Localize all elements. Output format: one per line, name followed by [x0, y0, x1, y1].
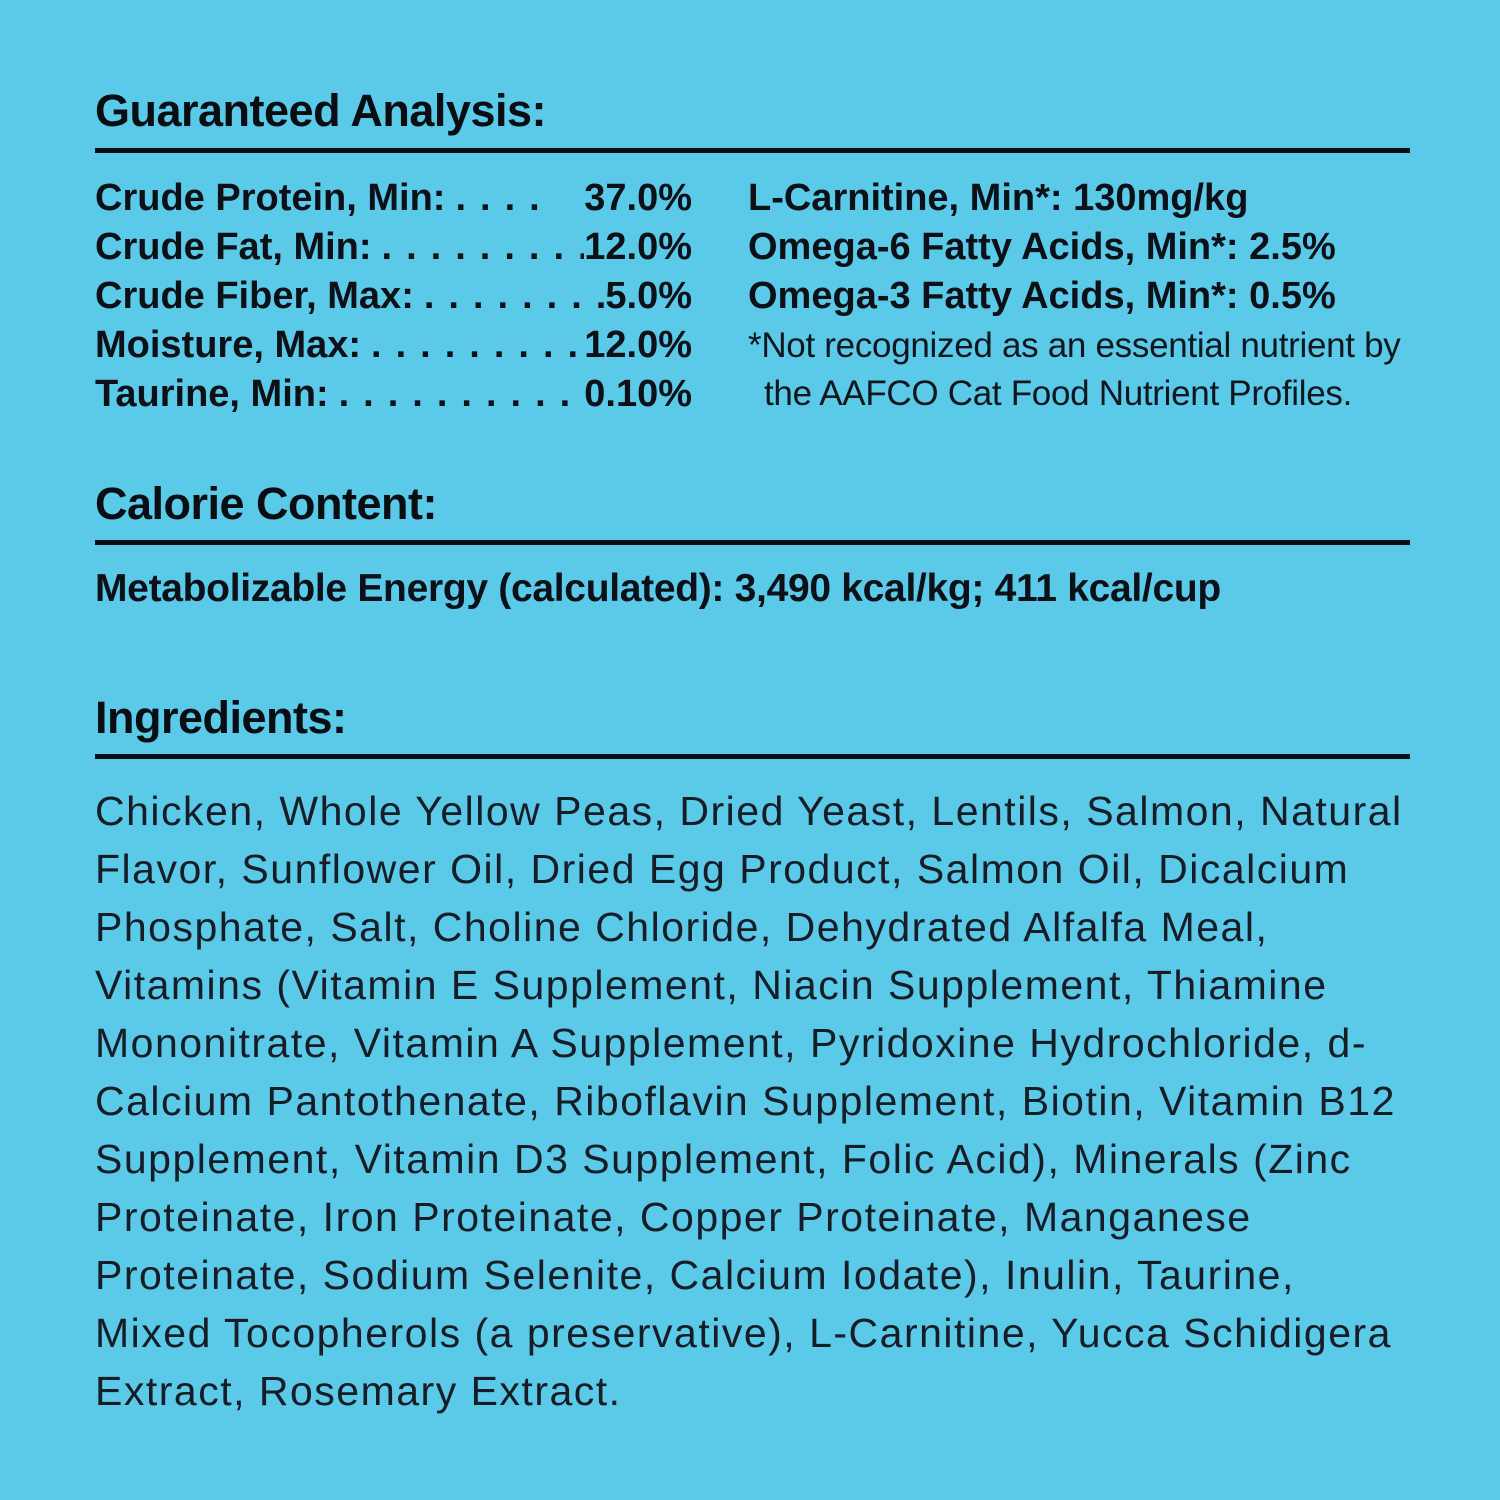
analysis-row: Crude Fat, Min: .......... 12.0% — [95, 223, 692, 272]
ingredients-list: Chicken, Whole Yellow Peas, Dried Yeast,… — [95, 788, 1403, 1415]
analysis-row: Moisture, Max: .......... 12.0% — [95, 321, 692, 370]
analysis-value: 5.0% — [605, 274, 692, 317]
ingredients-heading: Ingredients: — [95, 691, 347, 743]
dot-leader: ........ — [423, 274, 606, 317]
analysis-row: Crude Fiber, Max: ........ 5.0% — [95, 272, 692, 321]
calorie-content-heading: Calorie Content: — [95, 477, 438, 529]
heading-divider — [95, 540, 1410, 545]
guaranteed-analysis-heading: Guaranteed Analysis: — [95, 85, 547, 136]
analysis-label: Moisture, Max: — [95, 323, 362, 366]
analysis-value: 37.0% — [584, 176, 692, 219]
analysis-extra-row: Omega-6 Fatty Acids, Min*: 2.5% — [748, 225, 1336, 268]
analysis-label: Crude Protein, Min: — [95, 176, 446, 219]
dot-leader: .......... — [381, 225, 585, 268]
analysis-extra-row: Omega-3 Fatty Acids, Min*: 0.5% — [748, 274, 1336, 317]
dot-leader: .... — [455, 176, 554, 219]
analysis-extra-row: L-Carnitine, Min*: 130mg/kg — [748, 176, 1249, 219]
analysis-row: Crude Protein, Min: .... 37.0% — [95, 174, 692, 223]
analysis-row: Taurine, Min: ............. 0.10% — [95, 370, 692, 419]
analysis-left-column: Crude Protein, Min: .... 37.0% Crude Fat… — [95, 174, 692, 419]
calorie-content-section: Calorie Content: Metabolizable Energy (c… — [95, 477, 1410, 613]
metabolizable-energy-line: Metabolizable Energy (calculated): 3,490… — [95, 567, 1221, 610]
analysis-label: Taurine, Min: — [95, 372, 329, 415]
heading-divider — [95, 147, 1410, 153]
aafco-footnote: *Not recognized as an essential nutrient… — [748, 325, 1401, 413]
guaranteed-analysis-columns: Crude Protein, Min: .... 37.0% Crude Fat… — [95, 174, 1410, 419]
guaranteed-analysis-section: Guaranteed Analysis: Crude Protein, Min:… — [95, 86, 1410, 419]
analysis-right-column: L-Carnitine, Min*: 130mg/kg Omega-6 Fatt… — [748, 174, 1410, 419]
analysis-value: 12.0% — [584, 225, 692, 268]
analysis-label: Crude Fat, Min: — [95, 225, 372, 268]
dot-leader: ............. — [338, 372, 585, 415]
dot-leader: .......... — [371, 323, 584, 366]
analysis-value: 12.0% — [584, 323, 692, 366]
heading-divider — [95, 754, 1410, 760]
analysis-label: Crude Fiber, Max: — [95, 274, 414, 317]
analysis-value: 0.10% — [584, 372, 692, 415]
ingredients-section: Ingredients: Chicken, Whole Yellow Peas,… — [95, 693, 1410, 1421]
